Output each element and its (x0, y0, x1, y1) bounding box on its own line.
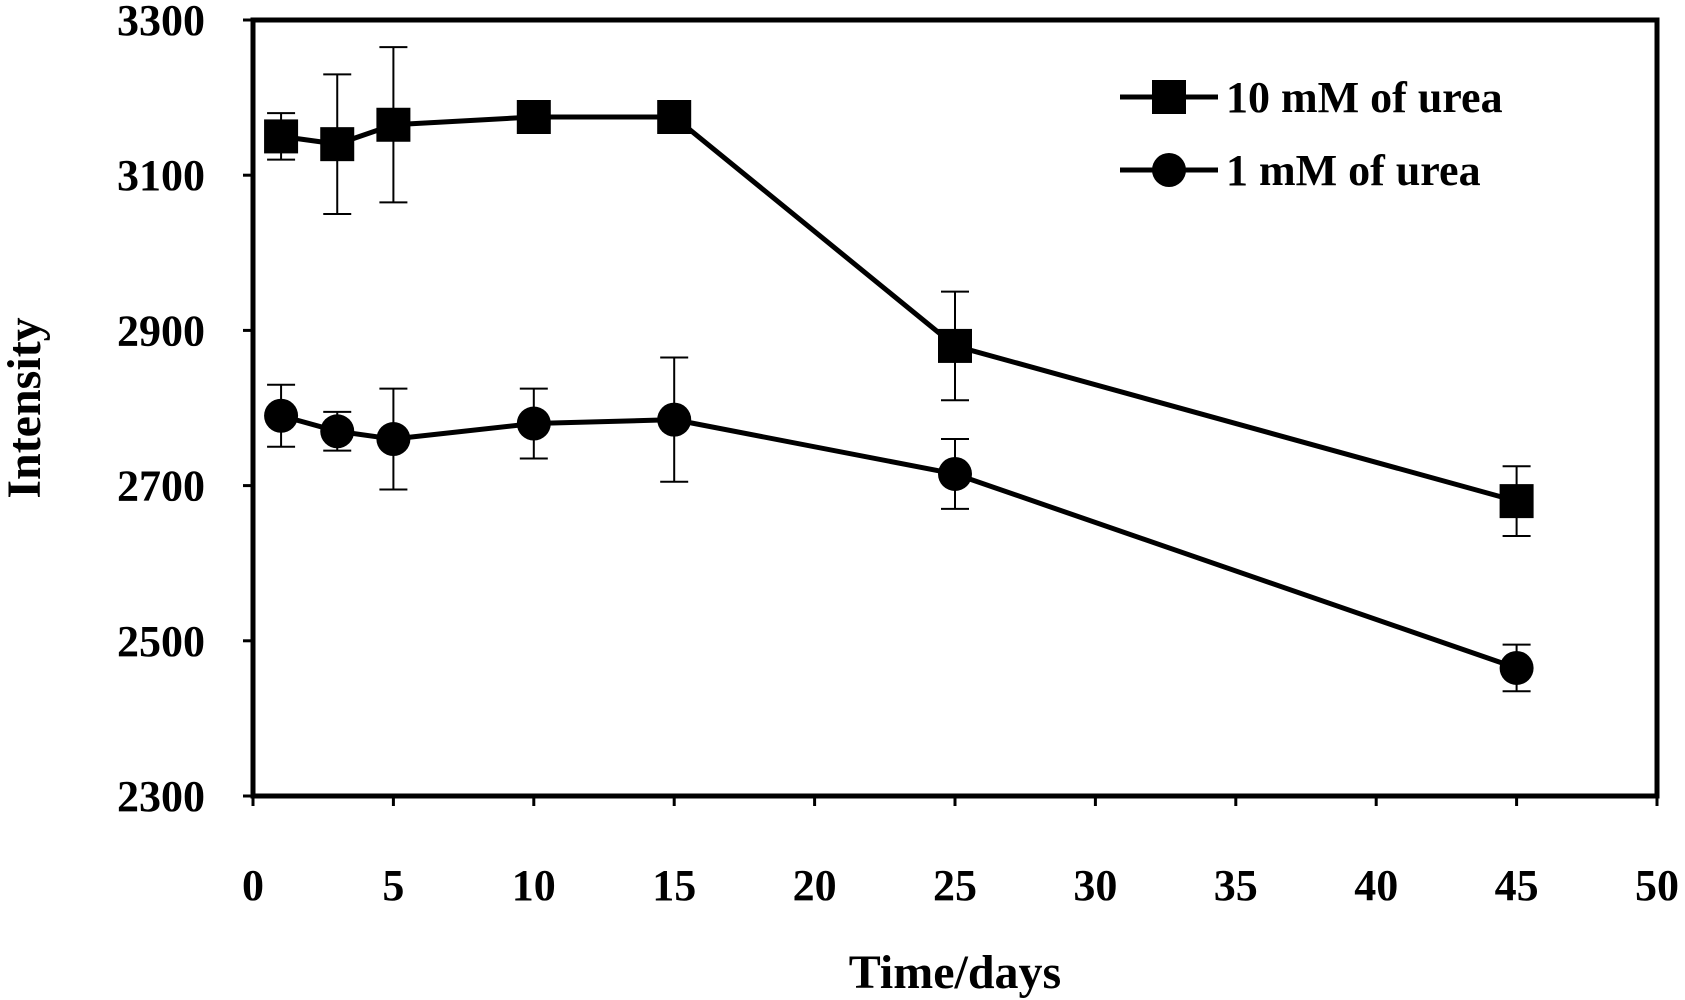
legend-marker-square (1152, 80, 1186, 114)
y-axis-ticks: 2300 2500 2700 2900 3100 3300 (117, 0, 253, 821)
legend-label-series-1mm: 1 mM of urea (1226, 146, 1481, 195)
legend-label-series-10mm: 10 mM of urea (1226, 73, 1503, 122)
y-tick-label: 3100 (117, 151, 205, 200)
x-tick-label: 30 (1073, 861, 1117, 910)
x-tick-label: 15 (652, 861, 696, 910)
x-axis-title: Time/days (849, 946, 1061, 999)
x-tick-label: 10 (512, 861, 556, 910)
series-1mm-marker-circle (264, 398, 299, 433)
series-1mm-line (280, 413, 1518, 671)
x-axis-ticks: 0 5 10 15 20 25 30 35 40 45 50 (242, 796, 1679, 910)
plot-area-frame (250, 17, 1660, 799)
x-tick-label: 0 (242, 861, 264, 910)
series-10mm-marker-square (516, 100, 551, 134)
y-axis-title: Intensity (0, 317, 51, 498)
series-1mm-marker-circle (516, 406, 551, 441)
series-10mm-marker-square (657, 100, 692, 134)
series-1mm-marker-circle (1499, 650, 1534, 685)
series-1mm-marker-circle (938, 456, 972, 491)
y-tick-label: 2900 (117, 306, 205, 355)
y-tick-label: 2500 (117, 617, 205, 666)
legend: 10 mM of urea 1 mM of urea (1120, 73, 1503, 195)
series-10mm-marker-square (1499, 484, 1534, 519)
x-tick-label: 5 (382, 861, 404, 910)
series-1mm-marker-circle (657, 402, 692, 437)
x-tick-label: 20 (793, 861, 837, 910)
series-lines (280, 114, 1518, 671)
series-10mm-marker-square (320, 127, 355, 162)
series-10mm-marker-square (938, 328, 972, 363)
error-bars (267, 46, 1531, 693)
x-tick-label: 40 (1354, 861, 1398, 910)
y-tick-label: 2700 (117, 462, 205, 511)
y-tick-label: 2300 (117, 772, 205, 821)
x-tick-label: 25 (933, 861, 977, 910)
x-tick-label: 50 (1635, 861, 1679, 910)
legend-marker-circle (1152, 153, 1186, 187)
x-tick-label: 45 (1495, 861, 1539, 910)
series-10mm-marker-square (264, 119, 299, 154)
x-tick-label: 35 (1214, 861, 1258, 910)
series-1mm-marker-circle (320, 414, 355, 449)
series-1mm-marker-circle (376, 422, 411, 457)
y-tick-label: 3300 (117, 0, 205, 45)
series-markers (264, 100, 1534, 685)
series-10mm-marker-square (376, 107, 411, 142)
